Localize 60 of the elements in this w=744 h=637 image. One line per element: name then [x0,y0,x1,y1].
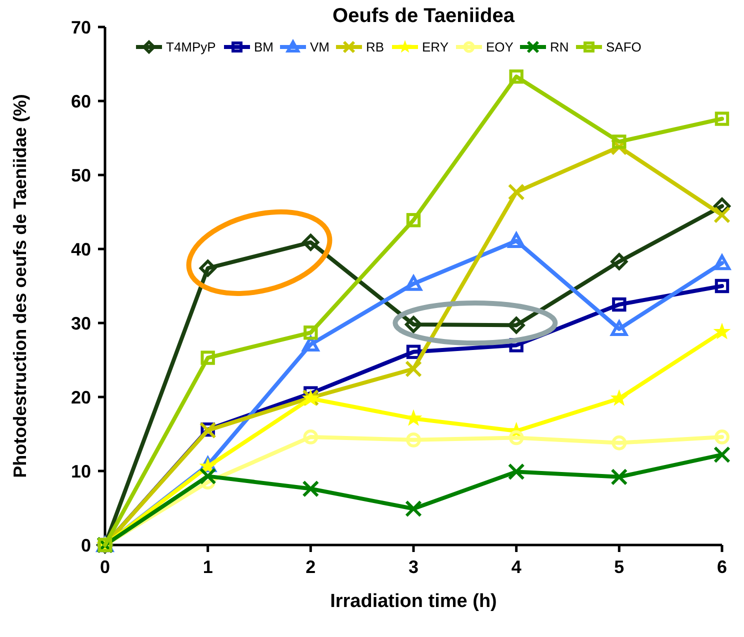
point [405,316,422,333]
legend-label: VM [310,40,330,55]
point [610,320,628,336]
point [405,275,422,291]
y-tick-label: 40 [70,239,91,260]
legend-label: RN [550,40,569,55]
chart-title: Oeufs de Taeniidea [332,5,516,27]
point [714,112,730,126]
x-tick-label: 1 [202,557,213,577]
point [508,430,524,446]
y-tick-label: 0 [80,535,91,556]
x-tick-label: 0 [100,557,110,577]
point [199,468,216,485]
point [405,360,422,378]
point [714,278,730,294]
x-tick-label: 4 [511,557,522,577]
point [714,430,730,444]
x-tick-label: 6 [716,557,728,577]
legend-label: ERY [422,40,449,55]
point [509,69,524,84]
legend-label: EOY [486,40,514,55]
y-tick-label: 70 [70,17,91,38]
y-tick-label: 10 [70,461,91,482]
y-tick-label: 50 [70,165,91,186]
y-axis-title: Photodestruction des oeufs de Taeniidae (%) [10,94,30,478]
point [714,254,730,270]
legend-label: T4MPyP [166,40,216,55]
point [508,463,525,480]
point [612,435,627,450]
point [406,213,421,228]
point [612,134,626,149]
point [714,324,730,339]
point [303,430,318,444]
legend-label: SAFO [606,40,642,55]
point [200,350,215,365]
point [508,184,525,201]
legend-label: BM [254,40,274,55]
point [302,480,320,498]
point [611,390,627,406]
point [508,232,525,248]
x-tick-label: 5 [614,557,624,577]
point [610,253,628,270]
y-tick-label: 20 [70,387,91,408]
point [610,468,628,486]
point [714,446,730,464]
legend-label: RB [366,40,384,55]
point [406,432,421,448]
point [508,316,525,334]
point [302,234,320,251]
point [304,326,318,340]
y-tick-label: 30 [70,313,91,334]
point [406,344,421,359]
x-tick-label: 3 [408,557,419,577]
point [612,297,626,312]
y-tick-label: 60 [70,91,91,112]
point [405,500,422,518]
point [714,206,730,224]
x-tick-label: 2 [306,557,316,577]
point [199,260,216,277]
x-axis-title: Irradiation time (h) [330,591,497,612]
